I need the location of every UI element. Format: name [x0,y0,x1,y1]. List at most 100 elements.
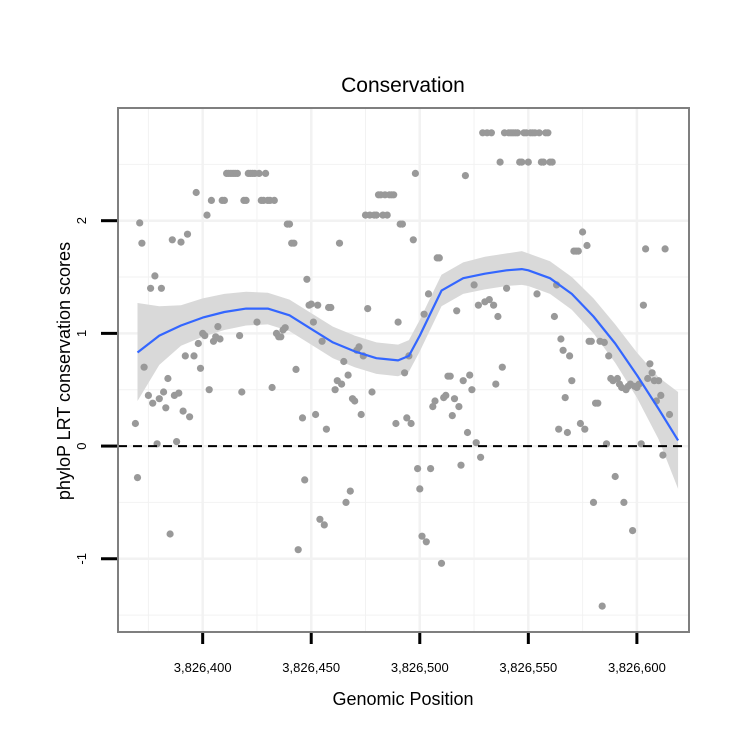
data-point [364,305,372,313]
data-point [318,337,326,345]
data-point [138,239,146,247]
x-axis-label: Genomic Position [332,689,473,709]
data-point [435,254,443,262]
data-point [194,339,202,348]
data-point [181,352,189,360]
data-point [605,352,613,360]
data-point [629,527,637,535]
data-point [205,386,213,394]
data-point [548,158,556,166]
data-point [160,388,168,396]
data-point [309,318,317,326]
x-tick-label: 3,826,500 [391,660,449,675]
data-point [646,360,654,368]
data-point [424,290,433,298]
data-point [533,290,541,298]
data-point [448,412,456,420]
data-point [453,307,461,315]
data-point [342,498,350,506]
data-point [331,386,339,394]
data-point [411,169,419,177]
data-point [303,275,311,283]
data-point [166,530,174,538]
y-axis-label: phyloP LRT conservation scores [54,242,74,500]
data-point [463,428,472,437]
data-point [401,369,409,377]
data-point [450,395,459,403]
data-point [168,236,176,244]
x-tick-label: 3,826,450 [282,660,340,675]
data-point [220,196,228,204]
data-point [568,377,576,385]
data-point [644,374,652,383]
data-point [555,425,563,433]
data-point [290,239,298,247]
data-point [192,188,200,197]
data-point [162,404,170,412]
data-point [620,498,628,506]
data-point [281,324,289,332]
data-point [513,129,522,137]
data-point [550,312,559,321]
data-point [524,158,532,166]
data-point [427,465,435,473]
data-point [566,352,574,360]
data-point [655,377,663,385]
data-point [561,394,569,402]
data-point [659,451,667,459]
data-point [133,474,142,482]
data-point [494,312,502,321]
data-point [149,399,157,407]
data-point [355,343,363,351]
y-tick-label: -1 [74,553,89,565]
x-tick-label: 3,826,600 [608,660,666,675]
data-point [589,498,598,506]
y-tick-label: 2 [74,217,89,224]
data-point [298,414,307,422]
data-point [459,377,467,385]
data-point [583,241,591,250]
data-point [407,419,415,428]
data-point [576,419,585,428]
data-point [581,425,589,433]
data-point [320,521,328,529]
chart-title: Conservation [341,74,465,97]
data-point [327,303,335,312]
data-point [190,352,198,360]
data-point [155,395,163,403]
data-point [207,196,215,204]
data-point [457,461,465,469]
data-point [157,284,165,292]
data-point [403,414,411,422]
data-point [147,284,155,292]
data-point [398,220,406,228]
data-point [563,428,572,437]
data-point [648,369,656,377]
x-tick-label: 3,826,550 [499,660,557,675]
data-point [539,158,548,166]
data-point [503,284,511,292]
data-point [390,191,398,199]
data-point [242,196,250,204]
data-point [437,559,446,567]
data-point [474,301,482,309]
data-point [136,219,144,227]
data-point [587,337,595,345]
data-point [277,333,285,341]
data-point [301,476,309,484]
data-point [255,169,263,177]
data-point [262,169,270,177]
data-point [179,407,187,415]
data-point [316,515,324,523]
data-point [351,397,359,405]
data-point [177,238,185,246]
data-point [431,397,439,405]
data-point [294,546,302,554]
data-point [477,453,485,461]
data-point [216,335,224,343]
data-point [140,363,148,371]
data-point [420,310,428,318]
data-point [490,301,498,309]
data-point [196,364,205,372]
